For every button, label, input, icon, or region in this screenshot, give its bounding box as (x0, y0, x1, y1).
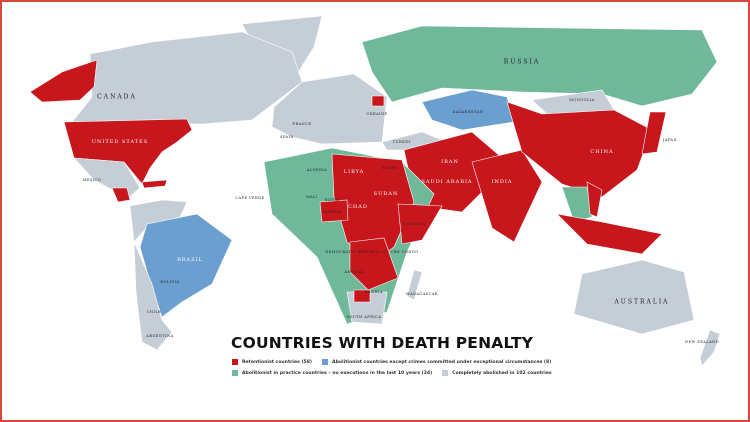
country-label: SPAIN (280, 135, 294, 139)
region-nigeria (319, 199, 349, 223)
country-label: SAUDI ARABIA (421, 179, 473, 185)
region-caribbean (141, 179, 168, 189)
country-label: JAPAN (662, 138, 678, 142)
country-label: DEMOCRATIC REPUBLIC OF THE CONGO (325, 250, 419, 254)
region-belarus (371, 95, 385, 107)
region-brazil (139, 213, 233, 318)
legend-retentionist: Retentionist countries (58) (232, 359, 312, 365)
region-indonesia (556, 213, 663, 255)
country-label: MEXICO (82, 178, 102, 182)
country-label: ALGERIA (306, 168, 328, 172)
region-south-america-south (133, 241, 173, 351)
country-label: ZAMBIA (364, 290, 384, 294)
legend-label: Abolitionist countries except crimes com… (332, 359, 552, 365)
region-vietnam (586, 181, 603, 218)
region-drc (349, 237, 399, 291)
country-label: SUDAN (373, 191, 399, 197)
legend-label: Completely abolished in 102 countries (452, 370, 552, 376)
country-label: RUSSIA (503, 58, 541, 66)
region-china (506, 101, 653, 198)
map-title: COUNTRIES WITH DEATH PENALTY (231, 334, 534, 352)
region-botswana (353, 289, 371, 303)
legend-swatch (322, 359, 329, 365)
country-label: MONGOLIA (569, 98, 595, 102)
country-label: IRAN (441, 159, 459, 165)
region-central-america (111, 187, 131, 203)
country-label: CAPE VERDE (235, 196, 265, 200)
country-label: TURKEY (392, 140, 412, 144)
country-label: NIGERIA (322, 210, 342, 214)
region-alaska (29, 59, 98, 103)
country-label: CHAD (348, 204, 368, 210)
country-label: NIGER (324, 198, 340, 202)
region-canada (71, 31, 303, 125)
legend-label: Retentionist countries (58) (242, 359, 313, 365)
legend-exceptional: Abolitionist countries except crimes com… (322, 359, 551, 365)
region-russia (361, 25, 718, 107)
country-label: NEW ZEALAND (684, 340, 720, 344)
country-label: BRAZIL (177, 257, 203, 263)
legend-swatch (232, 370, 238, 376)
country-label: INDIA (491, 179, 513, 185)
country-label: LIBYA (343, 169, 365, 175)
country-label: CHILE (146, 310, 162, 314)
legend-abolished: Completely abolished in 102 countries (442, 370, 552, 376)
country-label: UKRAINE (366, 112, 388, 116)
country-label: ARGENTINA (146, 334, 174, 338)
legend-label: Abolitionist in practice countries – no … (242, 370, 433, 376)
country-label: ETHIOPIA (402, 222, 426, 226)
country-label: BOLIVIA (160, 280, 180, 284)
region-australia (573, 259, 695, 335)
country-label: FRANCE (292, 122, 312, 126)
country-label: SOUTH AFRICA (346, 315, 382, 319)
legend-row: Retentionist countries (58) Abolitionist… (232, 359, 551, 365)
country-label: UNITED STATES (91, 139, 149, 145)
legend-swatch (442, 370, 449, 376)
country-label: CHINA (590, 149, 614, 155)
country-label: CANADA (97, 93, 137, 101)
legend-row: Abolitionist in practice countries – no … (232, 370, 552, 376)
region-india (471, 149, 543, 243)
region-se-asia (561, 186, 593, 223)
region-new-zealand (699, 329, 721, 367)
country-label: EGYPT (382, 166, 398, 170)
legend-in-practice: Abolitionist in practice countries – no … (232, 370, 432, 376)
country-label: ANGOLA (344, 270, 364, 274)
region-horn (397, 203, 443, 245)
country-label: AUSTRALIA (614, 298, 670, 306)
legend-swatch (232, 359, 238, 365)
region-japan (641, 111, 667, 155)
country-label: MALI (306, 195, 318, 199)
region-madagascar (406, 269, 423, 301)
country-label: KAZAKHSTAN (452, 110, 484, 114)
country-label: MADAGASCAR (405, 292, 439, 296)
